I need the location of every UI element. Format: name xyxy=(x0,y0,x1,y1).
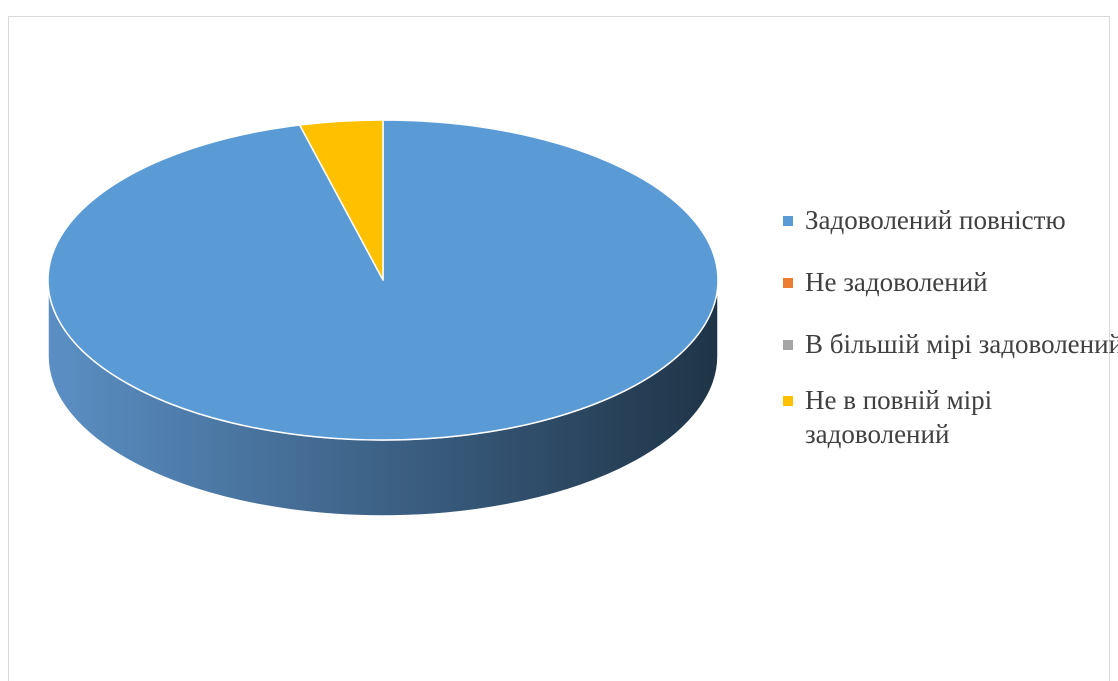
legend-label-3: В більшій мірі задоволений xyxy=(805,329,1118,359)
legend-swatch-3 xyxy=(783,340,793,350)
legend-swatch-4 xyxy=(783,396,793,406)
legend-label-2: Не задоволений xyxy=(805,267,988,297)
legend-swatch-1 xyxy=(783,216,793,226)
legend-swatch-2 xyxy=(783,278,793,288)
legend-item-3: В більшій мірі задоволений xyxy=(783,327,1118,361)
pie-chart xyxy=(47,119,719,517)
legend-item-1: Задоволений повністю xyxy=(783,203,1118,237)
legend: Задоволений повністю Не задоволений В біль… xyxy=(783,203,1118,451)
legend-item-4: Не в повній мірі задоволений xyxy=(783,383,1118,451)
legend-item-2: Не задоволений xyxy=(783,265,1118,299)
chart-area: Задоволений повністю Не задоволений В біль… xyxy=(8,16,1118,681)
legend-label-1: Задоволений повністю xyxy=(805,205,1066,235)
pie-slice-4 xyxy=(298,119,384,281)
legend-label-4: Не в повній мірі задоволений xyxy=(805,385,993,449)
